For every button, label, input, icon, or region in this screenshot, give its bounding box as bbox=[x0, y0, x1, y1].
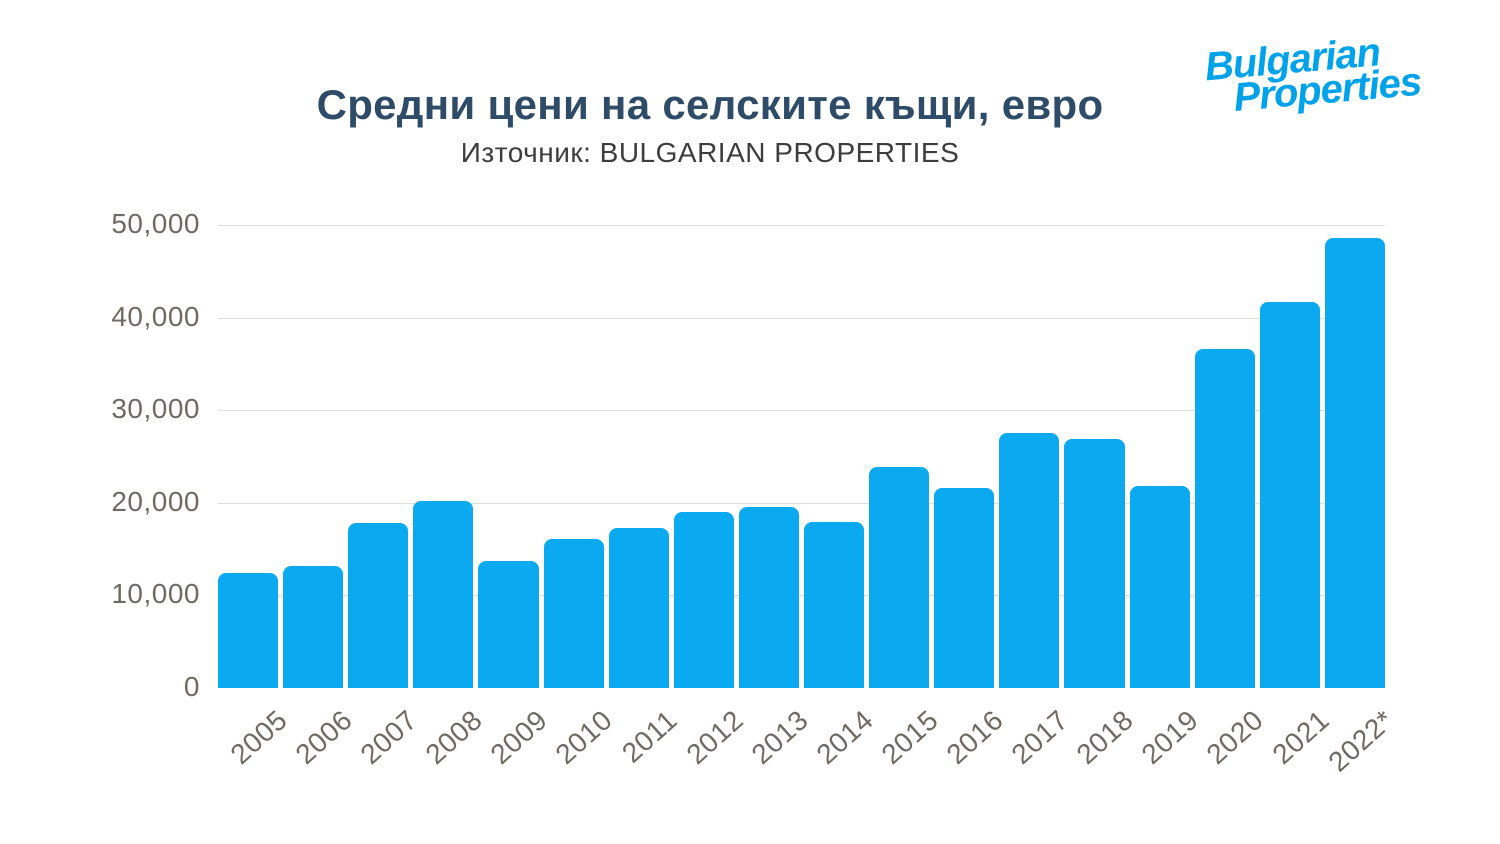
plot-area bbox=[218, 225, 1385, 688]
y-axis-tick-label-50000: 50,000 bbox=[111, 208, 200, 239]
bar-2015 bbox=[869, 466, 930, 688]
chart-header: Средни цени на селските къщи, евро Източ… bbox=[0, 81, 1420, 169]
bar-2021 bbox=[1259, 301, 1320, 688]
x-axis-tick-label-2012: 2012 bbox=[680, 704, 749, 771]
bar-2006 bbox=[283, 565, 344, 688]
x-axis-tick-label-2018: 2018 bbox=[1070, 704, 1140, 771]
y-axis-tick-label-20000: 20,000 bbox=[111, 485, 200, 517]
bar-2011 bbox=[608, 527, 669, 688]
x-axis: 2005 2006 2007 2008 2009 2010 2011 2012 2013 2014… bbox=[218, 688, 1399, 818]
bar-2008 bbox=[413, 500, 474, 688]
gridline-20000 bbox=[218, 502, 1385, 504]
bar-2018 bbox=[1064, 438, 1125, 688]
x-axis-tick-label-2015: 2015 bbox=[875, 704, 944, 771]
bar-2009 bbox=[478, 561, 539, 688]
y-axis-tick-label-30000: 30,000 bbox=[111, 393, 200, 425]
bar-2010 bbox=[543, 538, 604, 688]
bar-2022 bbox=[1324, 238, 1385, 688]
bar-2017 bbox=[999, 433, 1060, 688]
x-axis-tick-label-2019: 2019 bbox=[1135, 704, 1205, 771]
x-axis-tick-label-2021: 2021 bbox=[1266, 704, 1335, 771]
gridline-50000 bbox=[218, 225, 1385, 226]
x-axis-tick-label-2017: 2017 bbox=[1005, 704, 1075, 771]
gridline-10000 bbox=[218, 595, 1385, 597]
bar-2016 bbox=[934, 488, 995, 688]
x-axis-tick-label-2005: 2005 bbox=[224, 704, 293, 771]
bar-2020 bbox=[1194, 349, 1255, 688]
gridline-30000 bbox=[218, 410, 1385, 412]
bar-2005 bbox=[218, 573, 279, 688]
bar-2007 bbox=[348, 523, 409, 688]
y-axis-tick-label-0: 0 bbox=[183, 671, 200, 702]
bars-group bbox=[218, 225, 1385, 688]
chart-source-subtitle: Източник: BULGARIAN PROPERTIES bbox=[460, 137, 960, 169]
y-axis-tick-label-40000: 40,000 bbox=[111, 300, 200, 332]
x-axis-tick-label-2011: 2011 bbox=[616, 704, 684, 769]
x-axis-tick-label-2022: 2022* bbox=[1322, 704, 1400, 778]
x-axis-tick-label-2020: 2020 bbox=[1200, 704, 1270, 771]
chart-title: Средни цени на селските къщи, евро bbox=[316, 81, 1104, 128]
gridline-40000 bbox=[218, 317, 1385, 319]
x-axis-tick-label-2013: 2013 bbox=[745, 704, 814, 771]
x-axis-tick-label-2009: 2009 bbox=[484, 704, 554, 771]
x-axis-tick-label-2016: 2016 bbox=[940, 704, 1010, 771]
bar-2014 bbox=[803, 522, 865, 688]
x-axis-tick-label-2008: 2008 bbox=[419, 704, 489, 771]
x-axis-tick-label-2010: 2010 bbox=[549, 704, 619, 771]
bar-2019 bbox=[1129, 486, 1190, 688]
y-axis-tick-label-10000: 10,000 bbox=[111, 578, 200, 610]
bar-2012 bbox=[673, 512, 734, 688]
bulgarian-properties-logo: Bulgarian Properties bbox=[1203, 30, 1423, 120]
x-axis-tick-label-2007: 2007 bbox=[354, 704, 424, 771]
x-axis-tick-label-2014: 2014 bbox=[810, 704, 879, 771]
bar-2013 bbox=[738, 507, 799, 688]
x-axis-tick-label-2006: 2006 bbox=[289, 704, 358, 771]
